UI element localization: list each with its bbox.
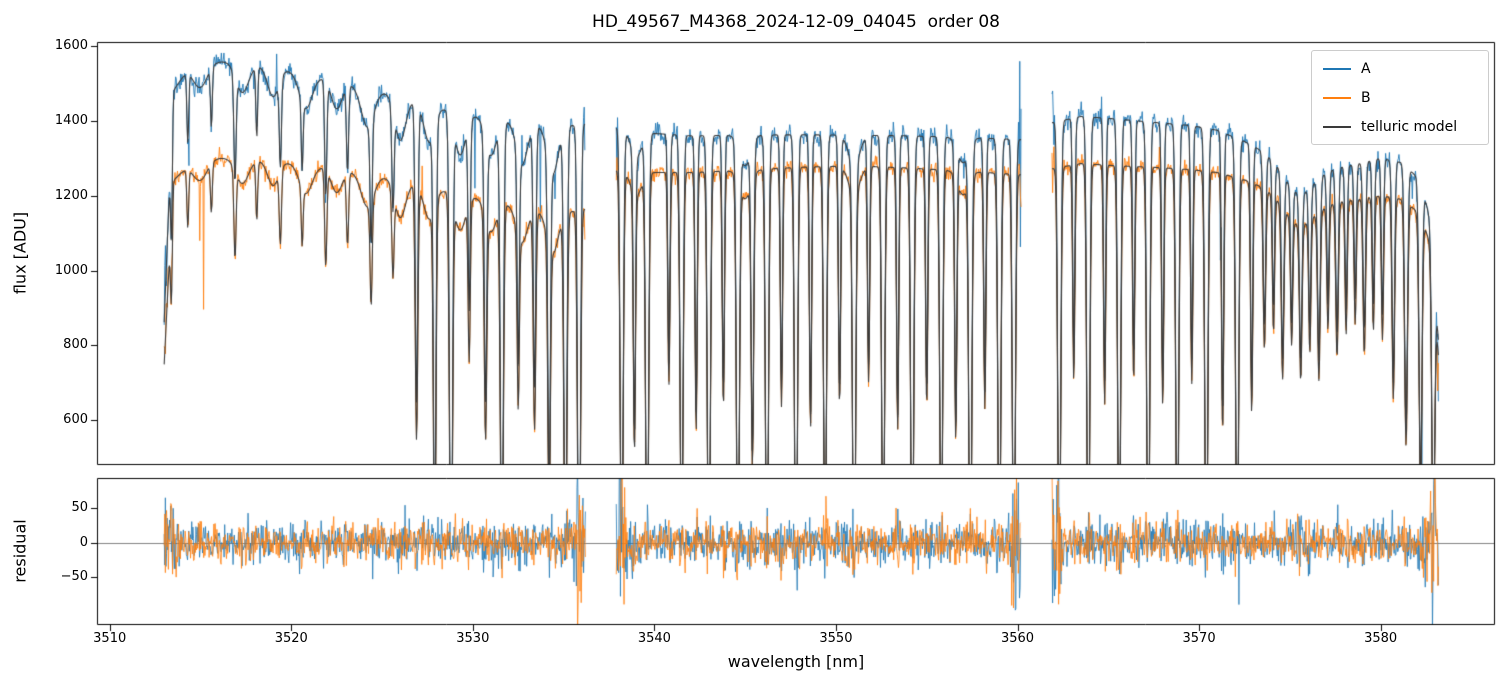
legend-line-sample	[1323, 125, 1351, 128]
x-tick-label: 3510	[93, 631, 127, 646]
flux-y-tick-label: 1000	[54, 262, 88, 278]
legend-label: A	[1361, 60, 1371, 77]
x-axis-label: wavelength [nm]	[727, 652, 865, 671]
flux-y-tick-label: 1600	[54, 38, 88, 54]
legend-line-sample	[1323, 96, 1351, 99]
legend-entry: B	[1312, 83, 1488, 112]
flux-y-axis-label: flux [ADU]	[10, 211, 30, 295]
legend-entry: A	[1312, 54, 1488, 83]
residual-y-tick-label: 0	[79, 534, 88, 550]
x-tick-label: 3580	[1364, 631, 1398, 646]
x-tick-label: 3570	[1182, 631, 1216, 646]
flux-y-tick-label: 1400	[54, 112, 88, 128]
x-tick-label: 3530	[456, 631, 490, 646]
x-tick-label: 3520	[274, 631, 308, 646]
legend-label: B	[1361, 89, 1371, 106]
flux-y-tick-label: 800	[63, 337, 88, 353]
legend-line-sample	[1323, 67, 1351, 70]
x-tick-label: 3550	[819, 631, 853, 646]
flux-y-tick-label: 1200	[54, 187, 88, 203]
residual-y-tick-label: 50	[71, 500, 88, 516]
plot-title: HD_49567_M4368_2024-12-09_04045 order 08	[592, 12, 1000, 32]
legend-label: telluric model	[1361, 118, 1458, 135]
x-tick-label: 3560	[1000, 631, 1035, 646]
legend-entry: telluric model	[1312, 112, 1488, 141]
residual-y-tick-label: −50	[60, 569, 88, 585]
flux-y-tick-label: 600	[63, 412, 88, 428]
x-tick-label: 3540	[637, 631, 671, 646]
